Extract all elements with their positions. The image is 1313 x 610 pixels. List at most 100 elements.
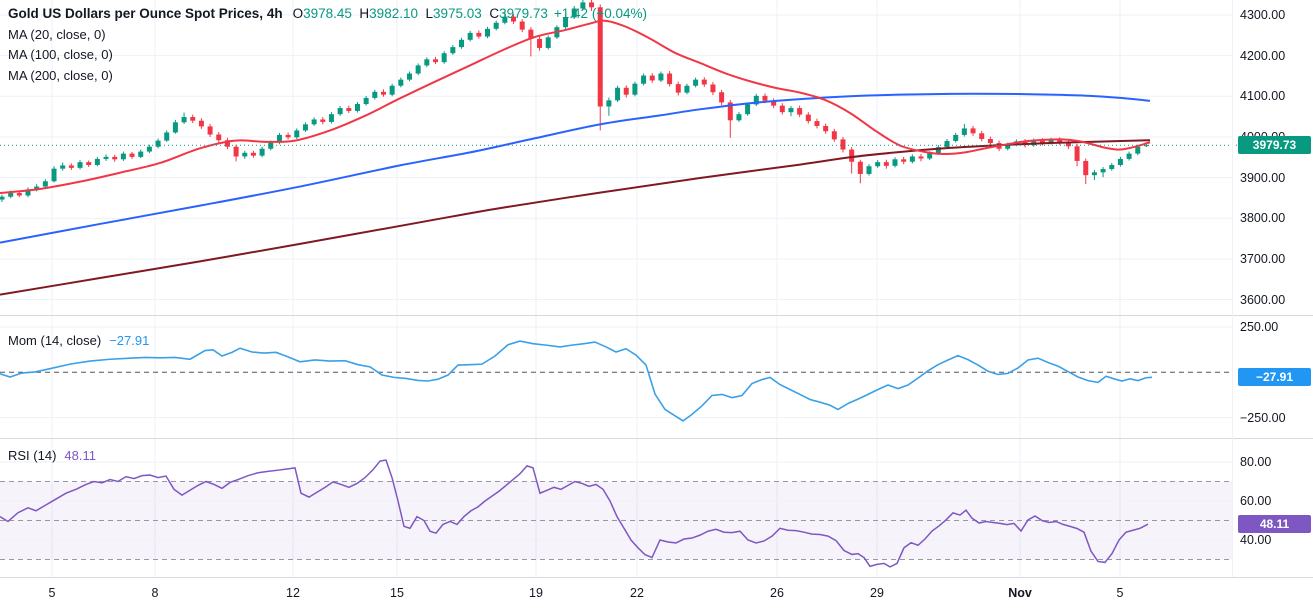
time-axis-label: 5 xyxy=(48,586,56,600)
candle-body xyxy=(398,79,404,86)
candle-body xyxy=(745,104,751,115)
candle-body xyxy=(268,142,274,149)
candle-body xyxy=(8,193,14,197)
candle-body xyxy=(632,83,638,95)
price-axis-label: 3700.00 xyxy=(1240,251,1286,266)
time-axis-label: 29 xyxy=(870,586,884,600)
candle-body xyxy=(528,29,534,39)
candle-body xyxy=(710,84,716,93)
price-axis-label: 3900.00 xyxy=(1240,170,1286,185)
candle-body xyxy=(1039,140,1045,144)
price-axis-label: 4200.00 xyxy=(1240,48,1286,63)
candle-body xyxy=(545,37,551,48)
candle-body xyxy=(1083,160,1089,176)
candle-body xyxy=(1143,145,1149,147)
candle-body xyxy=(328,114,334,122)
rsi-axis-label: 60.00 xyxy=(1240,494,1272,508)
candle-body xyxy=(485,28,491,37)
candle-body xyxy=(511,16,517,22)
candle-body xyxy=(953,134,959,142)
candle-body xyxy=(172,122,178,133)
price-axis-label: 4100.00 xyxy=(1240,89,1286,104)
candle-body xyxy=(1126,153,1132,159)
candle-body xyxy=(641,75,647,84)
candle-body xyxy=(155,140,161,147)
rsi-value: 48.11 xyxy=(64,448,96,463)
rsi-plot-line xyxy=(0,459,1149,568)
price-axis-label: 3800.00 xyxy=(1240,211,1286,226)
candle-body xyxy=(606,100,612,107)
candle-body xyxy=(675,84,681,93)
candle-body xyxy=(961,128,967,135)
candle-body xyxy=(1074,146,1080,161)
candle-body xyxy=(320,119,326,122)
rsi-axis-label: 80.00 xyxy=(1240,455,1272,469)
candle-body xyxy=(753,95,759,105)
momentum-label: Mom (14, close) xyxy=(8,333,102,348)
candle-body xyxy=(693,79,699,86)
candle-body xyxy=(198,120,204,127)
candle-body xyxy=(502,16,508,23)
candle-body xyxy=(788,108,794,113)
ma100-line xyxy=(0,92,1151,244)
candle-body xyxy=(831,131,837,140)
candle-body xyxy=(927,153,933,159)
candle-body xyxy=(771,100,777,106)
candle-body xyxy=(112,156,118,160)
candle-body xyxy=(363,97,369,105)
candle-body xyxy=(433,59,438,63)
momentum-legend[interactable]: Mom (14, close) −27.91 xyxy=(8,333,149,348)
candle-body xyxy=(42,181,48,187)
candle-body xyxy=(823,125,829,132)
candle-body xyxy=(224,140,230,147)
candle-body xyxy=(441,53,447,63)
candle-body xyxy=(467,32,473,40)
candle-body xyxy=(623,87,629,95)
last-price-badge: 3979.73 xyxy=(1238,136,1311,155)
candle-body xyxy=(987,138,993,144)
candle-body xyxy=(120,153,126,160)
candle-body xyxy=(34,186,40,190)
candle-body xyxy=(1005,144,1011,149)
candle-body xyxy=(372,91,378,98)
candle-body xyxy=(16,193,22,196)
candle-body xyxy=(667,73,673,85)
candle-body xyxy=(658,73,664,81)
rsi-legend[interactable]: RSI (14) 48.11 xyxy=(8,448,96,463)
candle-body xyxy=(294,130,300,138)
price-axis[interactable] xyxy=(1232,0,1313,577)
candle-body xyxy=(519,21,525,30)
candle-body xyxy=(354,104,360,111)
candle-body xyxy=(146,146,152,152)
candle-body xyxy=(1065,142,1071,147)
candle-body xyxy=(207,126,213,135)
candle-body xyxy=(406,73,412,80)
candle-body xyxy=(216,134,222,141)
candle-body xyxy=(1057,139,1063,143)
rsi-badge: 48.11 xyxy=(1238,515,1311,534)
candle-body xyxy=(909,156,915,162)
candle-body xyxy=(302,124,308,131)
candle-body xyxy=(389,85,395,95)
momentum-badge: −27.91 xyxy=(1238,368,1311,387)
candle-body xyxy=(797,108,803,115)
candle-body xyxy=(450,47,456,54)
candle-body xyxy=(259,148,265,156)
candle-body xyxy=(779,105,785,113)
candle-body xyxy=(285,134,291,138)
candle-body xyxy=(840,139,846,150)
candle-body xyxy=(736,114,742,121)
candle-body xyxy=(1048,139,1054,144)
candle-body xyxy=(476,32,482,37)
candle-body xyxy=(849,149,855,162)
candlestick-series xyxy=(0,0,1149,202)
momentum-axis-label: −250.00 xyxy=(1240,410,1286,425)
time-axis[interactable]: 5 8 12 15 19 22 26 29 Nov 5 xyxy=(0,578,1313,610)
candle-body xyxy=(1135,146,1141,154)
candle-body xyxy=(337,108,343,115)
candle-body xyxy=(580,2,586,9)
time-axis-label: 8 xyxy=(151,586,159,600)
chart-canvas[interactable] xyxy=(0,0,1313,578)
candle-body xyxy=(68,165,74,168)
candle-body xyxy=(424,59,430,66)
